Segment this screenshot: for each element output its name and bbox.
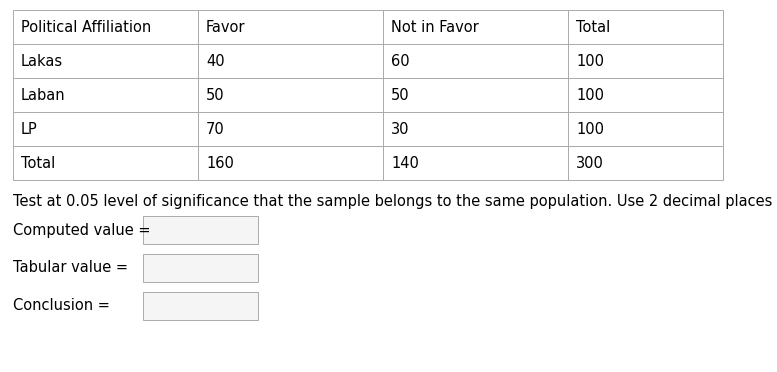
- Bar: [383, 112, 568, 146]
- Text: 30: 30: [391, 122, 409, 137]
- Text: 100: 100: [576, 87, 604, 103]
- Bar: [198, 10, 383, 44]
- Text: Computed value =: Computed value =: [13, 222, 151, 237]
- Bar: [143, 292, 258, 320]
- Text: Lakas: Lakas: [21, 54, 63, 68]
- Text: Favor: Favor: [206, 19, 246, 35]
- Bar: [568, 78, 723, 112]
- Text: Total: Total: [21, 155, 55, 170]
- Bar: [568, 44, 723, 78]
- Bar: [568, 112, 723, 146]
- Bar: [13, 112, 198, 146]
- Text: 50: 50: [391, 87, 409, 103]
- Text: 70: 70: [206, 122, 225, 137]
- Bar: [198, 112, 383, 146]
- Bar: [13, 44, 198, 78]
- Bar: [198, 44, 383, 78]
- Text: 60: 60: [391, 54, 409, 68]
- Bar: [383, 78, 568, 112]
- Bar: [143, 216, 258, 244]
- Text: Political Affiliation: Political Affiliation: [21, 19, 152, 35]
- Text: 300: 300: [576, 155, 604, 170]
- Bar: [143, 254, 258, 282]
- Text: Test at 0.05 level of significance that the sample belongs to the same populatio: Test at 0.05 level of significance that …: [13, 194, 772, 209]
- Text: 50: 50: [206, 87, 225, 103]
- Text: LP: LP: [21, 122, 38, 137]
- Bar: [383, 146, 568, 180]
- Text: Total: Total: [576, 19, 610, 35]
- Bar: [568, 146, 723, 180]
- Text: 100: 100: [576, 54, 604, 68]
- Text: 40: 40: [206, 54, 225, 68]
- Bar: [198, 146, 383, 180]
- Bar: [13, 146, 198, 180]
- Bar: [383, 44, 568, 78]
- Text: Laban: Laban: [21, 87, 65, 103]
- Bar: [13, 10, 198, 44]
- Text: Not in Favor: Not in Favor: [391, 19, 479, 35]
- Text: 100: 100: [576, 122, 604, 137]
- Bar: [198, 78, 383, 112]
- Text: 140: 140: [391, 155, 419, 170]
- Text: Conclusion =: Conclusion =: [13, 298, 110, 314]
- Bar: [383, 10, 568, 44]
- Bar: [13, 78, 198, 112]
- Text: Tabular value =: Tabular value =: [13, 260, 128, 276]
- Text: 160: 160: [206, 155, 234, 170]
- Bar: [568, 10, 723, 44]
